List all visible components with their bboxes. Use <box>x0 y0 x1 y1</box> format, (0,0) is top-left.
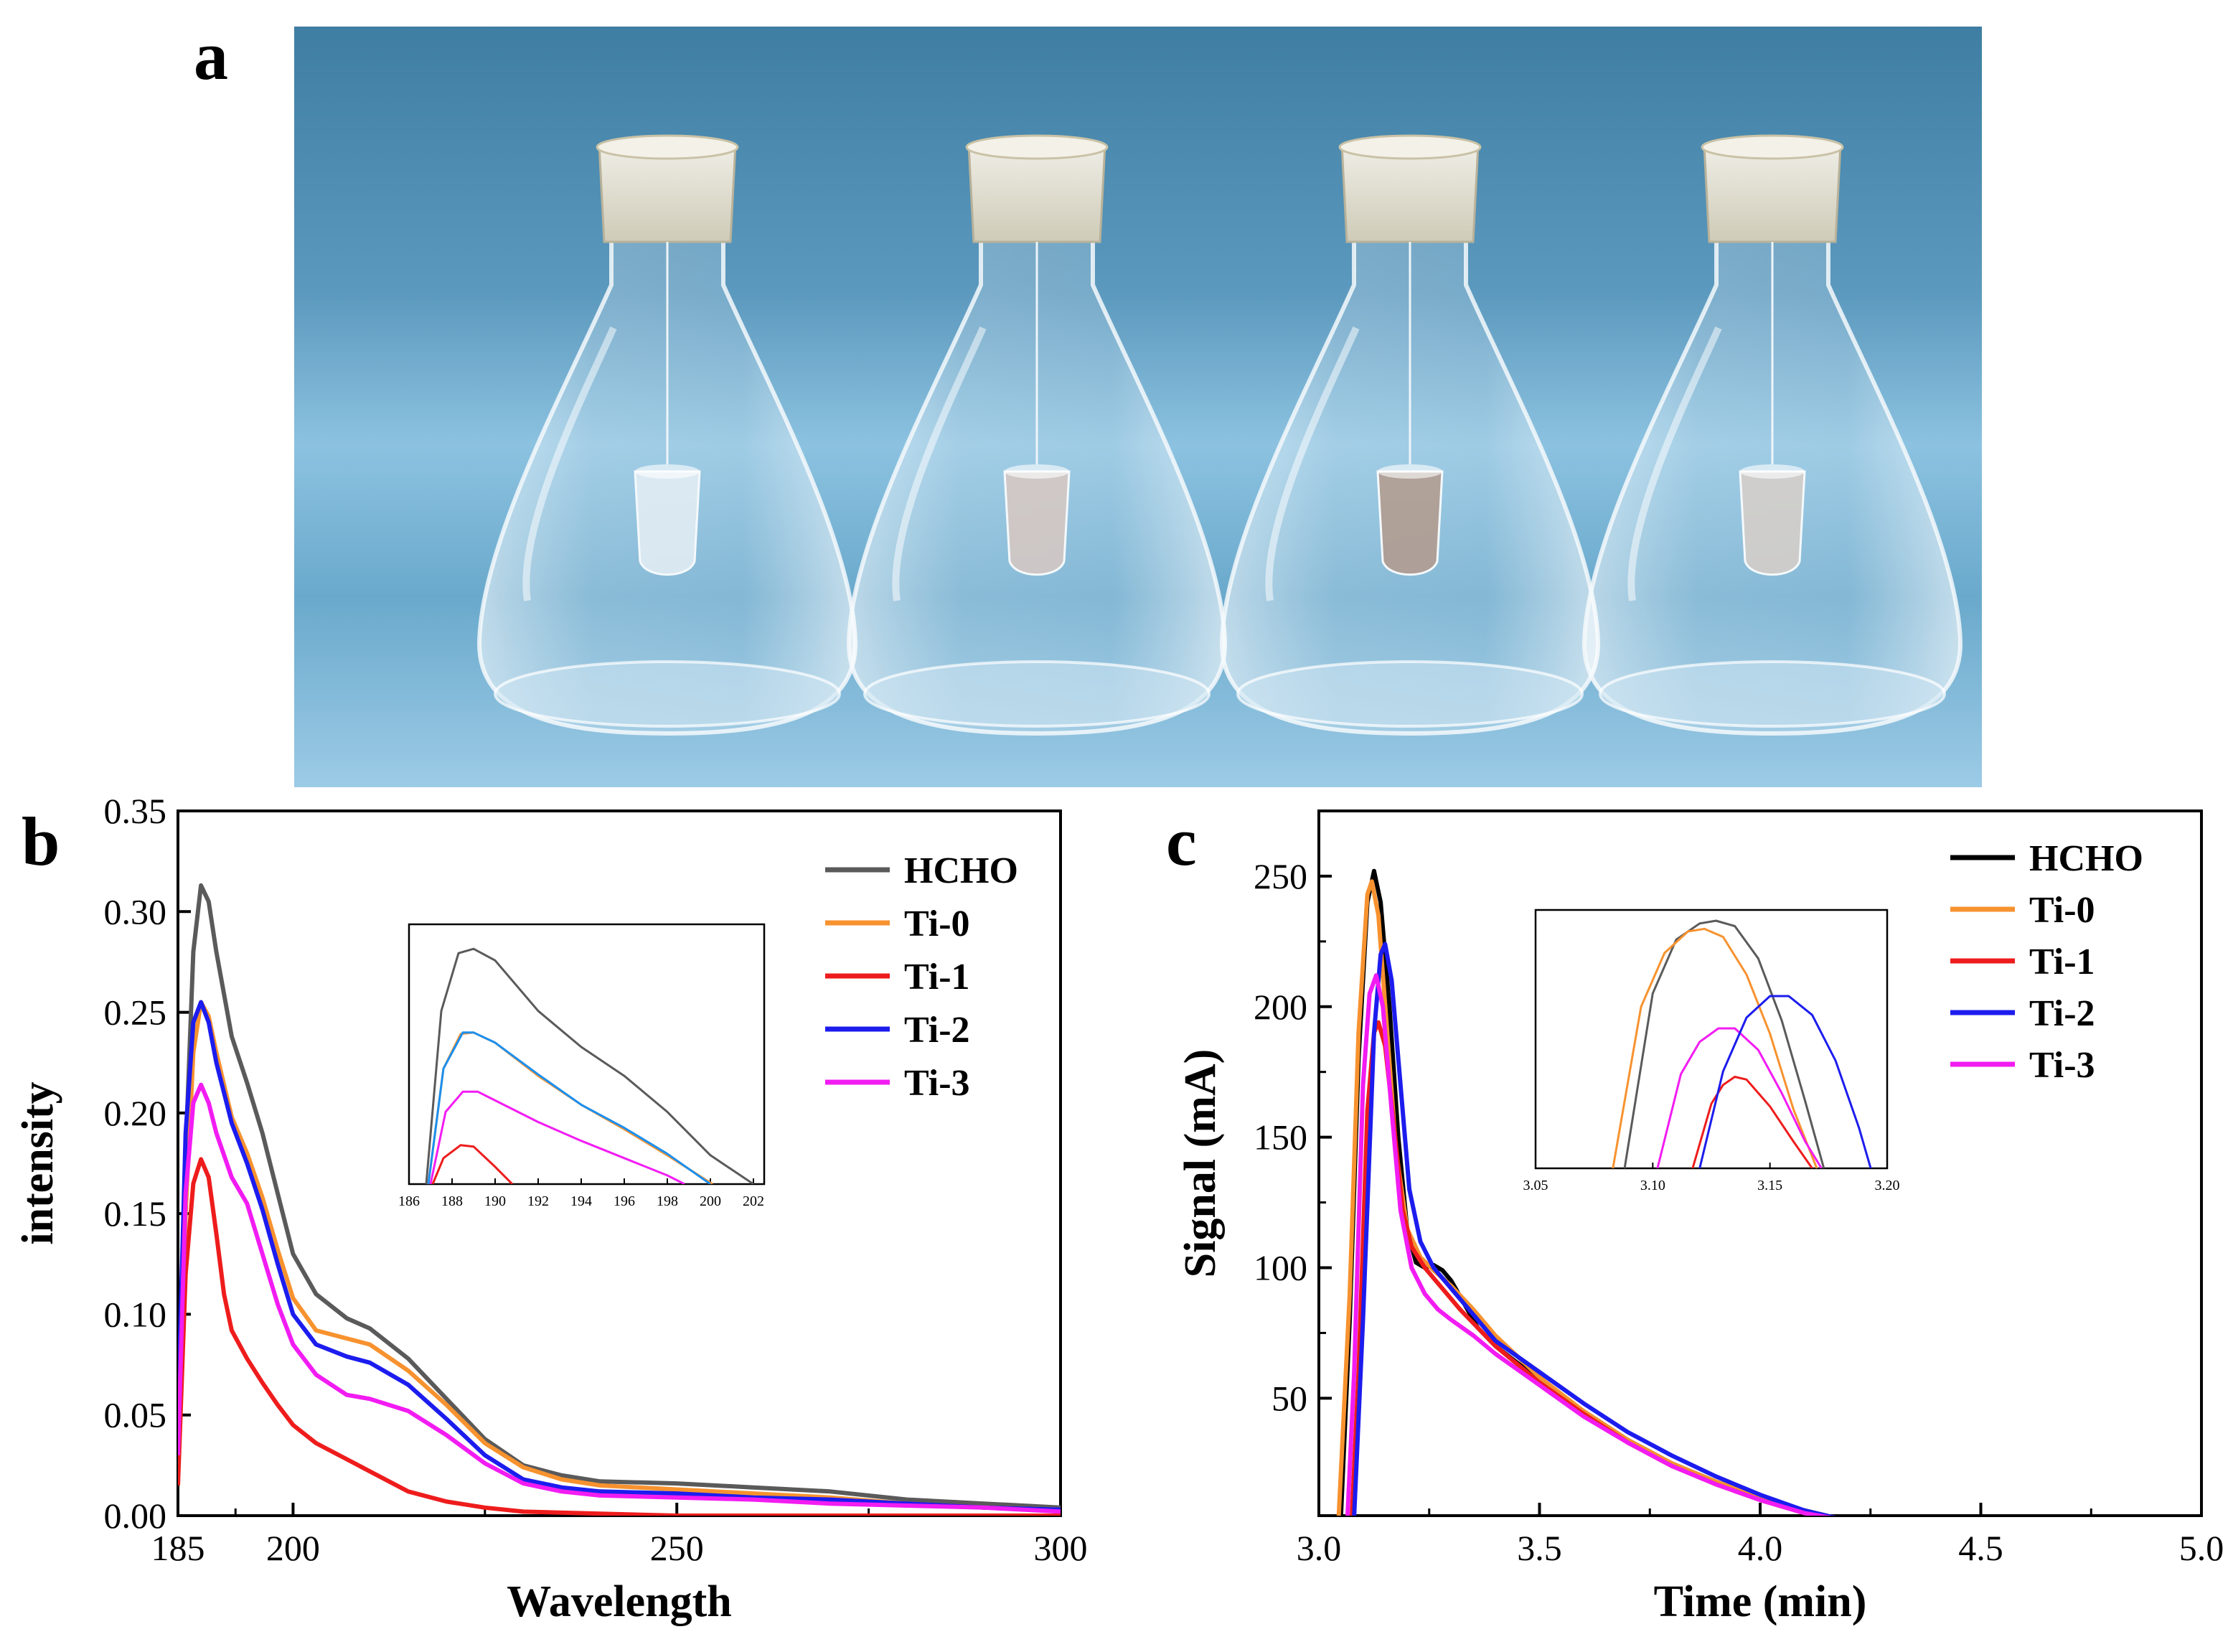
y-tick-label: 0.20 <box>104 1093 167 1133</box>
chart-b: 185 200 250 300 0.00 0.05 0.10 0.15 0.20 0.25 0.30… <box>14 791 1088 1626</box>
inset-line-ti-1 <box>1691 1076 1813 1168</box>
x-axis-label: Wavelength <box>507 1577 731 1626</box>
x-tick-label: 3.5 <box>1517 1528 1562 1568</box>
legend-label: Ti-2 <box>2029 993 2095 1034</box>
inset-x-tick-label: 3.05 <box>1523 1178 1548 1193</box>
legend-label: Ti-3 <box>2029 1045 2095 1086</box>
y-tick-label: 0.00 <box>104 1496 167 1536</box>
y-tick-label: 0.05 <box>104 1395 167 1435</box>
inset-series-lines <box>425 947 754 1184</box>
legend-label: Ti-2 <box>904 1010 970 1051</box>
inset-x-tick-label: 3.20 <box>1875 1178 1900 1193</box>
series-line-hcho <box>178 883 1061 1510</box>
inset-x-tick-label: 192 <box>527 1193 549 1209</box>
panel-label-b: b <box>22 803 60 880</box>
inset-x-tick-label: 3.15 <box>1757 1178 1782 1193</box>
legend: HCHO Ti-0 Ti-1 Ti-2 Ti-3 <box>825 850 1018 1104</box>
y-tick-label: 0.35 <box>104 791 167 831</box>
y-axis-label: intensity <box>14 1081 62 1244</box>
x-tick-label: 4.0 <box>1738 1528 1783 1568</box>
legend: HCHO Ti-0 Ti-1 Ti-2 Ti-3 <box>1950 838 2143 1086</box>
chart-c: 3.0 3.5 4.0 4.5 5.0 50 100 150 200 250 Time (min) S… <box>1176 809 2224 1626</box>
legend-label: Ti-3 <box>904 1063 970 1104</box>
legend-label: HCHO <box>904 850 1018 891</box>
y-tick-label: 0.25 <box>104 992 167 1033</box>
y-tick-label: 0.10 <box>104 1294 167 1334</box>
x-tick-label: 5.0 <box>2179 1528 2224 1568</box>
legend-label: Ti-1 <box>2029 942 2095 982</box>
series-lines <box>1336 868 1836 1516</box>
panel-label-a: a <box>194 17 228 94</box>
inset-line-ti-2 <box>427 1031 711 1184</box>
inset-frame <box>1534 909 1889 1170</box>
inset-frame <box>408 923 766 1186</box>
flask <box>1219 134 1601 736</box>
legend-label: Ti-0 <box>2029 890 2095 931</box>
inset-x-tick-label: 198 <box>657 1193 678 1209</box>
inset-line-ti-3 <box>429 1090 685 1184</box>
y-tick-label: 0.30 <box>104 891 167 931</box>
legend-label: HCHO <box>2029 838 2143 879</box>
series-line-ti-2 <box>1352 942 1836 1516</box>
y-tick-label: 250 <box>1254 856 1307 896</box>
inset-line-ti-1 <box>431 1144 514 1184</box>
y-tick-label: 50 <box>1272 1378 1307 1418</box>
inset-line-hcho <box>425 947 754 1184</box>
inset-x-tick-label: 3.10 <box>1640 1178 1665 1193</box>
y-tick-label: 0.15 <box>104 1193 167 1234</box>
x-tick-label: 200 <box>266 1528 320 1568</box>
photo-flasks <box>294 27 1982 787</box>
panel-label-c: c <box>1166 803 1197 880</box>
x-tick-label: 3.0 <box>1297 1528 1342 1568</box>
inset-line-ti-0 <box>1612 927 1818 1168</box>
flask <box>476 134 858 736</box>
series-line-ti-3 <box>178 1082 1061 1514</box>
inset-x-tick-label: 200 <box>700 1193 721 1209</box>
x-tick-label: 300 <box>1034 1528 1088 1568</box>
flask-illustration <box>294 27 1982 787</box>
series-line-ti-3 <box>1345 973 1832 1516</box>
inset-x-tick-label: 190 <box>484 1193 506 1209</box>
inset-line-ti-2 <box>1698 995 1872 1168</box>
x-tick-label: 185 <box>151 1528 205 1568</box>
series-lines <box>178 883 1061 1516</box>
inset: 186 188 190 192 194 196 198 200 202 <box>398 923 766 1209</box>
flask <box>846 134 1228 736</box>
inset-x-tick-label: 186 <box>398 1193 420 1209</box>
legend-label: Ti-0 <box>904 904 970 944</box>
inset: 3.05 3.10 3.15 3.20 <box>1523 909 1900 1193</box>
x-axis-label: Time (min) <box>1654 1577 1867 1626</box>
x-tick-label: 250 <box>650 1528 704 1568</box>
inset-x-tick-label: 194 <box>570 1193 592 1209</box>
flask <box>1581 134 1963 736</box>
y-tick-label: 200 <box>1254 987 1307 1027</box>
y-tick-label: 100 <box>1254 1247 1307 1287</box>
inset-line-hcho <box>1623 919 1825 1168</box>
legend-label: Ti-1 <box>904 957 970 998</box>
series-line-ti-1 <box>178 1157 1061 1516</box>
series-line-ti-2 <box>178 1000 1061 1512</box>
inset-x-tick-label: 196 <box>614 1193 635 1209</box>
y-axis-label: Signal (mA) <box>1176 1049 1225 1278</box>
x-tick-label: 4.5 <box>1958 1528 2003 1568</box>
y-tick-label: 150 <box>1254 1117 1307 1158</box>
inset-x-tick-label: 202 <box>743 1193 764 1209</box>
inset-line-ti-3 <box>1656 1027 1823 1168</box>
inset-x-tick-label: 188 <box>441 1193 463 1209</box>
inset-series-lines <box>1612 919 1872 1168</box>
